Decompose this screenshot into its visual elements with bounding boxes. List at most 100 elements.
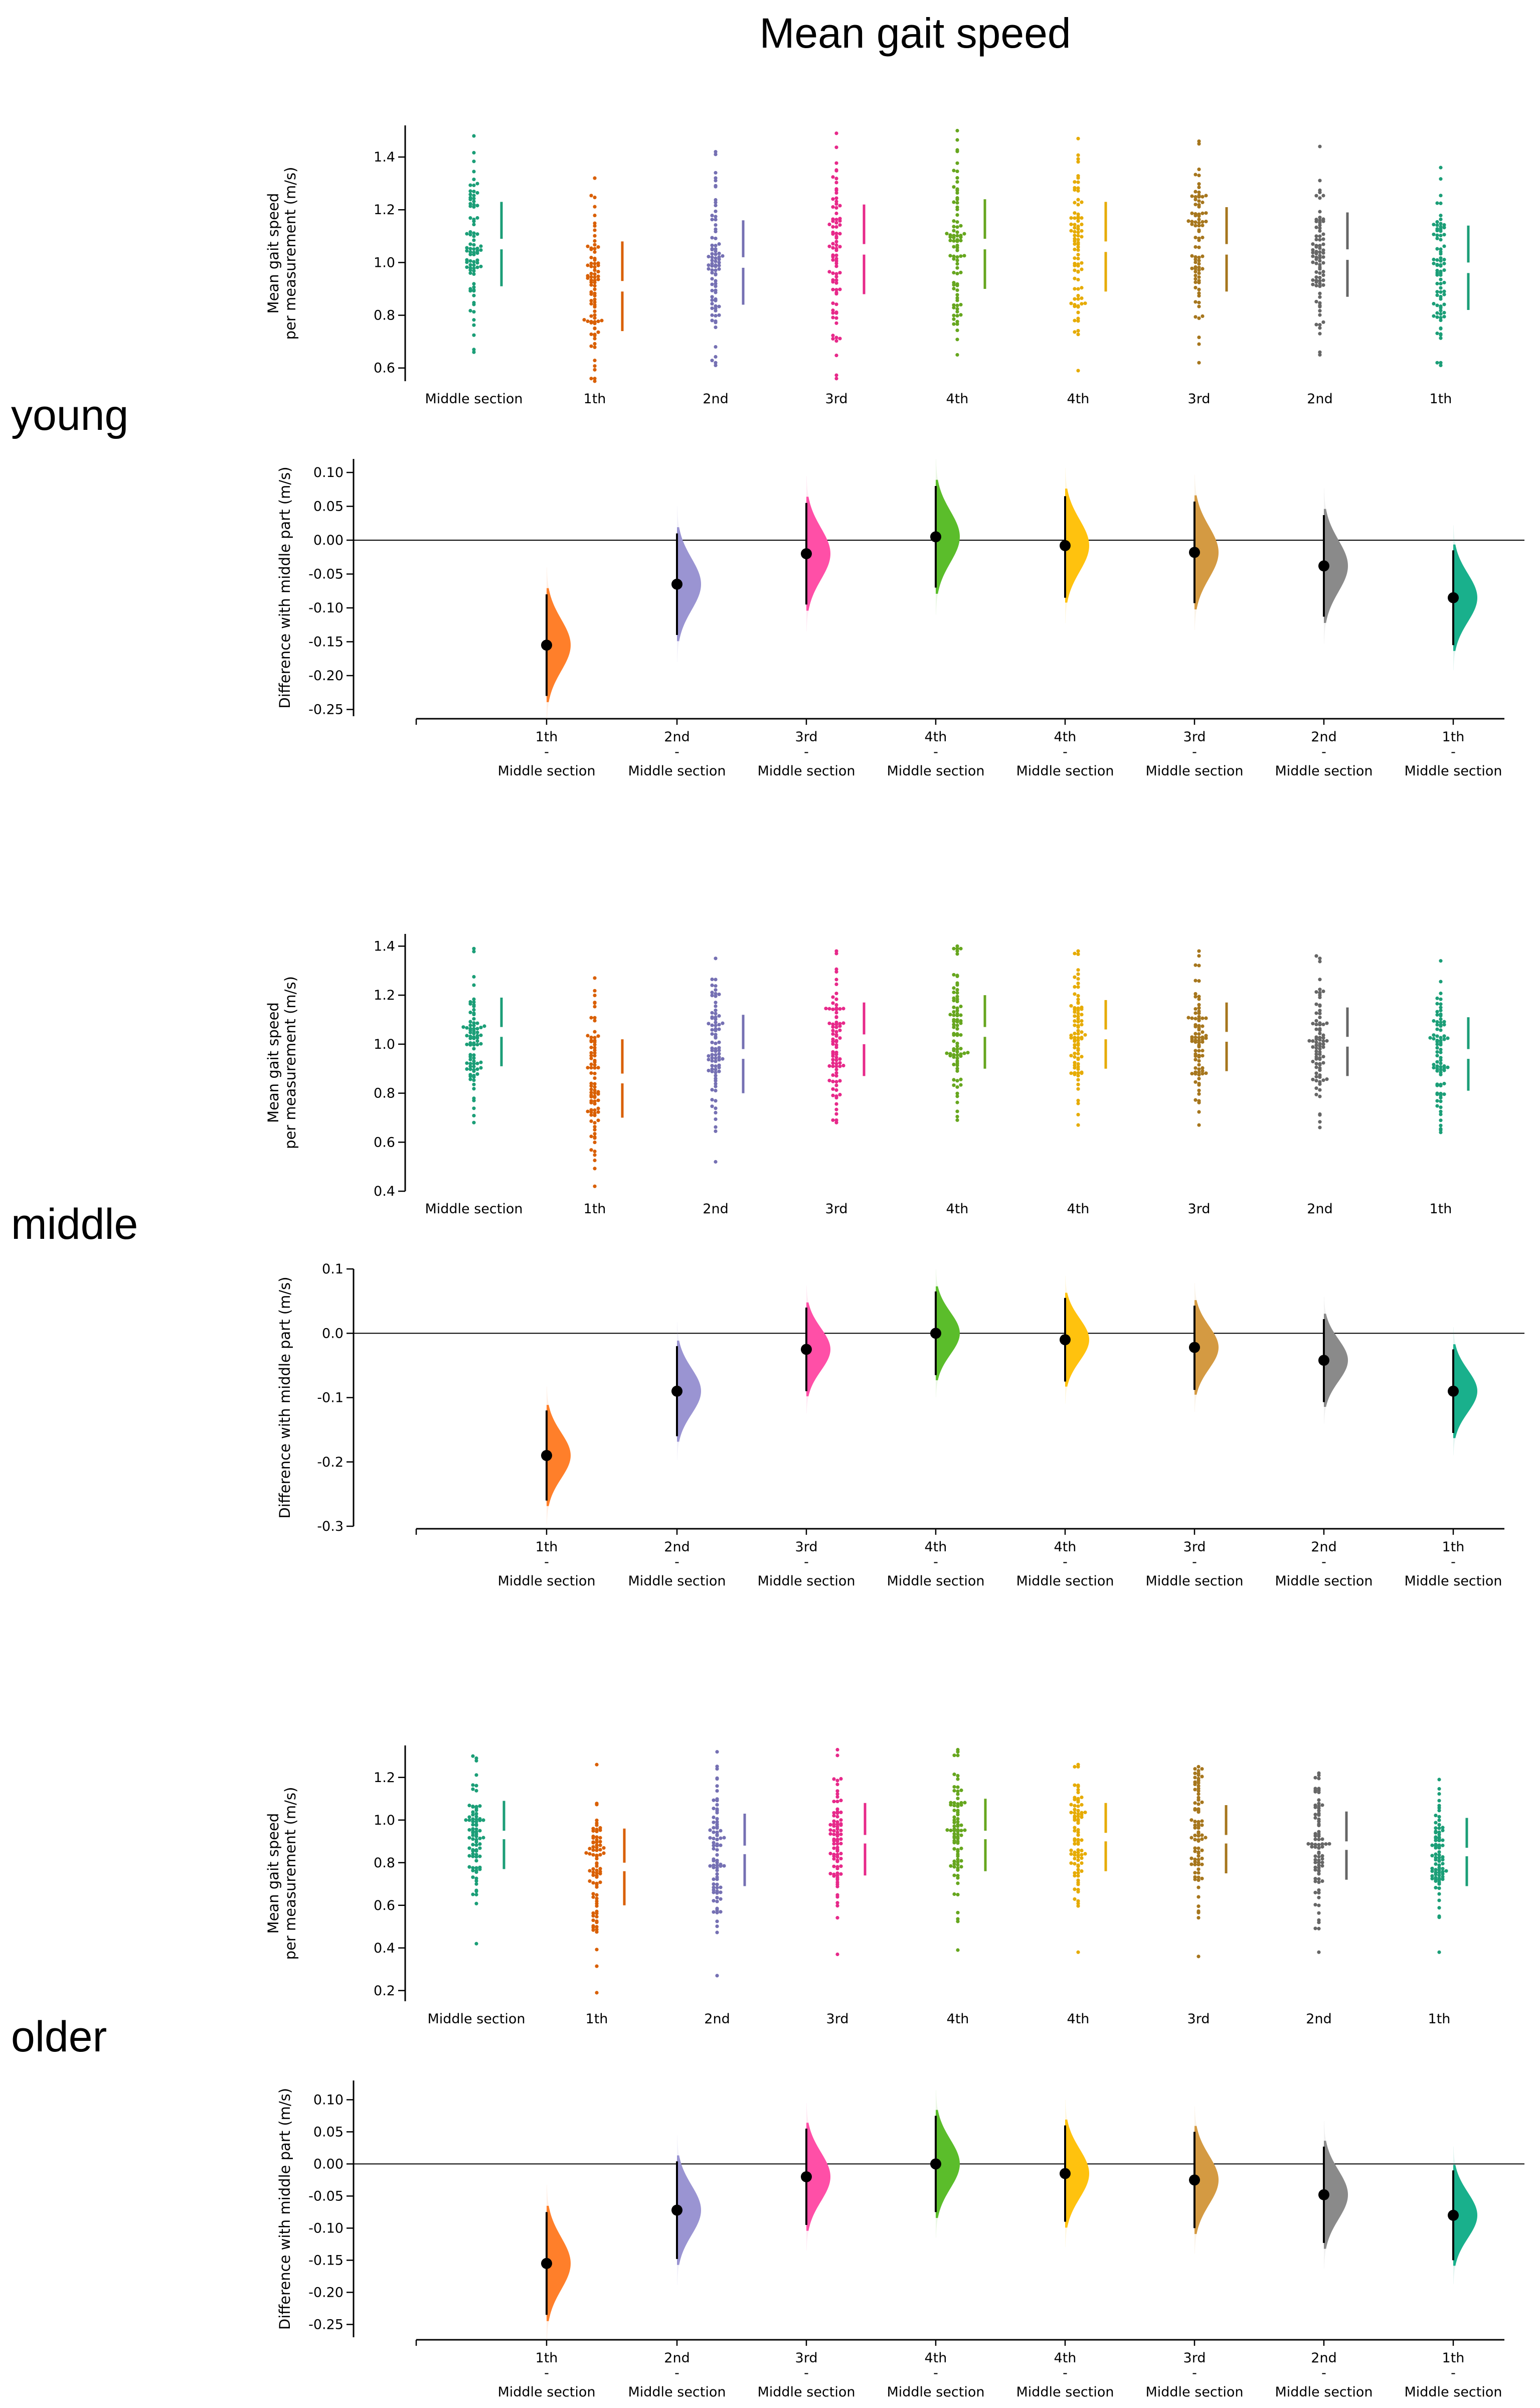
data-point bbox=[472, 1068, 476, 1072]
data-point bbox=[834, 1020, 838, 1024]
y-tick-label: 0.6 bbox=[374, 1135, 395, 1150]
data-point bbox=[475, 191, 479, 195]
data-point bbox=[1437, 1830, 1441, 1834]
data-point bbox=[468, 1064, 472, 1068]
data-point bbox=[589, 283, 593, 287]
data-point bbox=[468, 308, 472, 313]
data-point bbox=[1073, 233, 1077, 237]
data-point bbox=[1197, 1070, 1201, 1074]
data-point bbox=[834, 1064, 838, 1068]
data-point bbox=[955, 1012, 959, 1016]
data-point bbox=[835, 1810, 839, 1814]
data-point bbox=[472, 300, 476, 305]
data-point bbox=[832, 1837, 836, 1841]
data-point bbox=[1196, 1772, 1201, 1776]
data-point bbox=[1442, 261, 1446, 266]
data-point bbox=[475, 1067, 479, 1071]
data-point bbox=[472, 197, 476, 201]
data-point bbox=[1313, 1803, 1317, 1807]
data-point bbox=[1196, 1820, 1201, 1824]
x-tick-label: Middle section bbox=[425, 391, 523, 407]
data-point bbox=[1193, 1823, 1197, 1827]
data-point bbox=[956, 1860, 960, 1864]
y-tick-label: -0.10 bbox=[308, 2220, 344, 2236]
data-point bbox=[1197, 1043, 1201, 1047]
data-point bbox=[835, 1901, 839, 1905]
y-axis-label: Difference with middle part (m/s) bbox=[276, 466, 293, 708]
data-point bbox=[1439, 308, 1443, 312]
data-point bbox=[472, 217, 476, 222]
data-point bbox=[1439, 1058, 1443, 1062]
data-point bbox=[717, 1023, 721, 1027]
data-point bbox=[1314, 194, 1318, 198]
data-point bbox=[712, 1815, 716, 1819]
data-point bbox=[715, 1764, 719, 1769]
x-tick-label-bottom: Middle section bbox=[887, 1573, 984, 1589]
data-point bbox=[471, 1868, 475, 1873]
data-point bbox=[834, 1033, 838, 1037]
data-point bbox=[1069, 1803, 1073, 1807]
data-point bbox=[468, 1023, 472, 1027]
data-point bbox=[1439, 980, 1443, 984]
data-point bbox=[831, 1058, 835, 1062]
data-point bbox=[1076, 1123, 1080, 1127]
data-point bbox=[831, 1025, 835, 1029]
data-point bbox=[596, 1090, 600, 1094]
category-5: 4th bbox=[1067, 136, 1107, 407]
data-point bbox=[1197, 1032, 1201, 1036]
data-point bbox=[835, 1830, 839, 1834]
data-point bbox=[1204, 1036, 1208, 1040]
data-point bbox=[831, 258, 835, 262]
data-point bbox=[834, 177, 838, 181]
x-tick-label-separator: - bbox=[1451, 2365, 1456, 2381]
data-point bbox=[595, 1896, 599, 1900]
data-point bbox=[593, 1001, 597, 1005]
data-point bbox=[831, 1037, 835, 1041]
data-point bbox=[1321, 255, 1325, 259]
data-point bbox=[472, 194, 476, 198]
data-point bbox=[714, 361, 718, 365]
mean-difference-point bbox=[1448, 1385, 1459, 1397]
data-point bbox=[714, 209, 718, 213]
data-point bbox=[1311, 260, 1315, 264]
data-point bbox=[1073, 318, 1077, 323]
data-point bbox=[955, 255, 959, 259]
data-point bbox=[1073, 237, 1077, 241]
data-point bbox=[589, 1119, 593, 1123]
data-point bbox=[1076, 1899, 1080, 1903]
data-point bbox=[839, 1872, 843, 1876]
data-point bbox=[1313, 1854, 1317, 1858]
data-point bbox=[952, 185, 956, 189]
data-point bbox=[1197, 964, 1201, 968]
data-point bbox=[1080, 216, 1084, 220]
category-8: 1th bbox=[1428, 959, 1470, 1217]
data-point bbox=[475, 1034, 479, 1038]
data-point bbox=[835, 1815, 839, 1819]
data-point bbox=[828, 1832, 832, 1836]
data-point bbox=[1442, 223, 1446, 227]
data-point bbox=[468, 1057, 472, 1061]
mean-difference-point bbox=[541, 639, 552, 651]
data-point bbox=[1314, 1043, 1318, 1047]
kde-distribution bbox=[1194, 1300, 1219, 1395]
data-point bbox=[468, 196, 472, 200]
data-point bbox=[1442, 1023, 1446, 1027]
data-point bbox=[717, 1063, 721, 1067]
data-point bbox=[715, 1803, 719, 1807]
y-tick-label: 0.8 bbox=[374, 1855, 395, 1871]
data-point bbox=[598, 1853, 602, 1857]
data-point bbox=[1439, 1020, 1443, 1025]
data-point bbox=[831, 311, 835, 315]
data-point bbox=[955, 1059, 959, 1063]
data-point bbox=[472, 263, 476, 267]
data-point bbox=[1197, 1006, 1201, 1010]
data-point bbox=[952, 1834, 956, 1838]
data-point bbox=[468, 263, 472, 267]
data-point bbox=[959, 1033, 963, 1037]
data-point bbox=[1435, 303, 1439, 307]
data-point bbox=[1193, 1767, 1197, 1771]
data-point bbox=[952, 317, 956, 321]
data-point bbox=[952, 973, 956, 977]
x-tick-label-bottom: Middle section bbox=[757, 763, 855, 779]
